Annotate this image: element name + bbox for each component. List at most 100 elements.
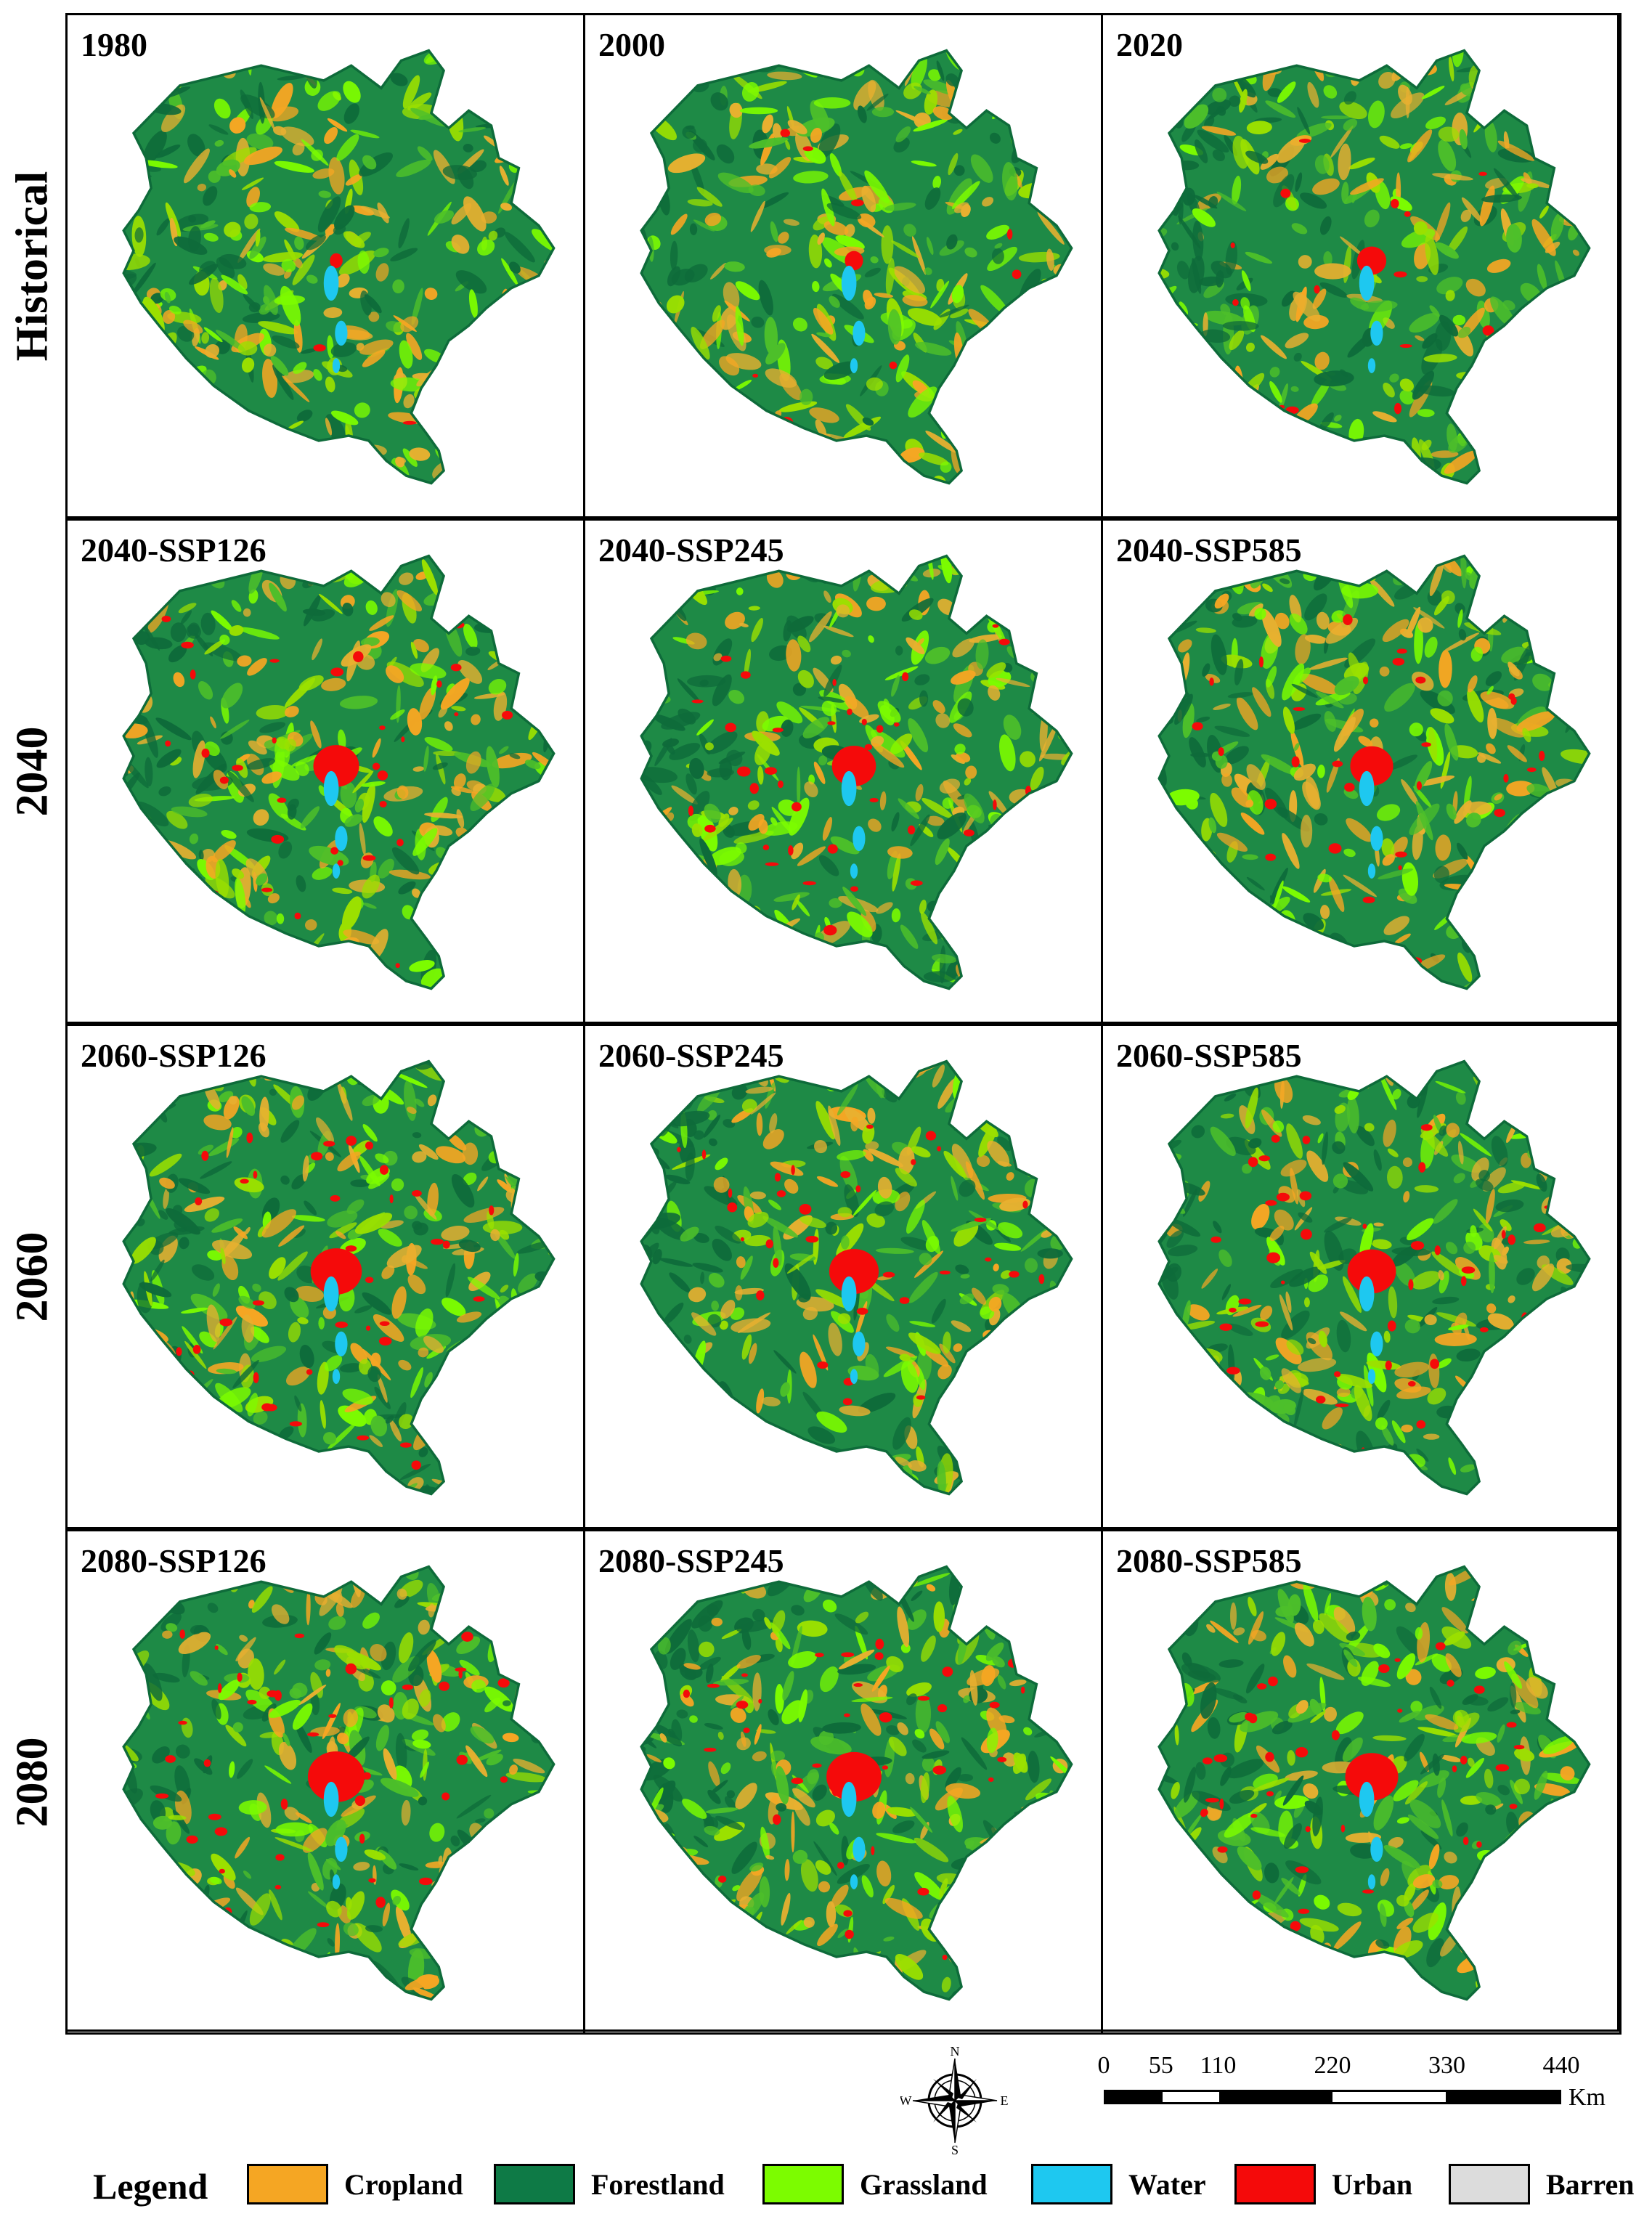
landcover-patch — [985, 911, 994, 922]
landcover-patch — [842, 1566, 872, 1579]
landcover-patch — [784, 1178, 799, 1194]
landcover-patch — [698, 1641, 715, 1658]
landcover-patch — [668, 358, 683, 396]
landcover-patch — [792, 894, 800, 911]
landcover-patch — [1267, 88, 1282, 97]
landcover-patch — [1439, 1270, 1449, 1294]
landcover-patch — [298, 675, 324, 691]
urban-patch — [436, 680, 442, 688]
landcover-patch — [469, 419, 482, 449]
urban-patch — [442, 1904, 450, 1912]
landcover-patch — [1429, 561, 1444, 596]
landcover-patch — [797, 1952, 815, 1971]
landcover-patch — [362, 1348, 391, 1381]
landcover-patch — [127, 1889, 155, 1909]
landcover-patch — [641, 1313, 648, 1324]
landcover-patch — [652, 714, 685, 731]
landcover-patch — [1001, 1270, 1012, 1279]
landcover-patch — [1176, 1414, 1192, 1452]
landcover-patch — [659, 337, 680, 373]
map-panel: 2040-SSP585 — [1101, 518, 1622, 1024]
landcover-patch — [910, 1807, 933, 1833]
urban-patch — [419, 1877, 433, 1886]
landcover-patch — [661, 380, 683, 419]
landcover-patch — [176, 447, 203, 457]
landcover-patch — [920, 1772, 930, 1804]
landcover-patch — [499, 166, 509, 186]
landcover-patch — [1412, 370, 1435, 400]
landcover-patch — [700, 1430, 715, 1441]
landcover-patch — [838, 171, 858, 203]
landcover-patch — [488, 679, 507, 695]
landcover-patch — [1031, 1893, 1046, 1918]
landcover-patch — [525, 1936, 554, 1956]
landcover-patch — [985, 1491, 1000, 1494]
landcover-patch — [815, 1101, 836, 1140]
urban-patch — [307, 1732, 320, 1737]
landcover-patch — [783, 219, 799, 226]
landcover-patch — [158, 1210, 168, 1220]
landcover-patch — [471, 880, 485, 895]
landcover-patch — [1305, 451, 1343, 472]
landcover-patch — [432, 1904, 456, 1938]
urban-patch — [749, 783, 759, 794]
landcover-patch — [543, 343, 554, 359]
landcover-patch — [507, 340, 522, 360]
water-body — [335, 1331, 348, 1357]
landcover-patch — [1434, 1332, 1477, 1346]
landcover-patch — [306, 274, 318, 284]
urban-patch — [201, 748, 210, 758]
landcover-patch — [475, 1818, 486, 1823]
landcover-patch — [978, 476, 986, 484]
landcover-patch — [895, 126, 911, 143]
landcover-patch — [671, 269, 695, 286]
landcover-patch — [1312, 178, 1340, 195]
urban-patch — [1299, 1191, 1312, 1201]
landcover-patch — [1293, 1388, 1304, 1429]
landcover-patch — [145, 358, 155, 373]
landcover-patch — [487, 1210, 495, 1229]
urban-patch — [439, 924, 446, 932]
landcover-patch — [123, 418, 148, 433]
landcover-patch — [914, 1872, 945, 1900]
landcover-patch — [515, 348, 529, 357]
landcover-patch — [162, 309, 176, 324]
landcover-patch — [770, 221, 778, 243]
landcover-patch — [863, 475, 879, 484]
landcover-patch — [1301, 814, 1313, 848]
landcover-patch — [879, 791, 887, 810]
landcover-patch — [1027, 1074, 1061, 1087]
landcover-patch — [1470, 646, 1484, 662]
urban-patch — [701, 1149, 707, 1160]
landcover-patch — [732, 1885, 741, 1892]
landcover-patch — [729, 564, 741, 577]
landcover-patch — [765, 1855, 775, 1860]
landcover-patch — [797, 945, 810, 953]
landcover-patch — [1232, 1304, 1262, 1317]
landcover-patch — [539, 1995, 545, 2000]
landcover-patch — [1469, 431, 1478, 441]
landcover-patch — [1279, 383, 1288, 412]
landcover-patch — [1448, 434, 1470, 453]
landcover-patch — [1034, 1132, 1049, 1153]
landcover-patch — [720, 1569, 728, 1589]
landcover-patch — [762, 1216, 799, 1238]
landcover-patch — [219, 1063, 249, 1071]
landcover-patch — [1302, 781, 1321, 810]
landcover-patch — [757, 765, 764, 785]
landcover-patch — [1589, 1273, 1597, 1310]
landcover-patch — [1021, 345, 1030, 375]
landcover-patch — [1251, 1203, 1270, 1230]
urban-patch — [365, 1325, 371, 1331]
landcover-patch — [362, 349, 386, 367]
landcover-patch — [507, 1338, 524, 1364]
landcover-patch — [816, 1411, 847, 1433]
landcover-patch — [1510, 1061, 1542, 1078]
landcover-patch — [484, 1979, 504, 2000]
landcover-patch — [1537, 358, 1547, 367]
urban-patch — [1510, 949, 1521, 955]
landcover-patch — [178, 1178, 211, 1194]
landcover-patch — [1523, 309, 1531, 346]
landcover-patch — [1221, 654, 1253, 669]
landcover-patch — [306, 1590, 311, 1626]
